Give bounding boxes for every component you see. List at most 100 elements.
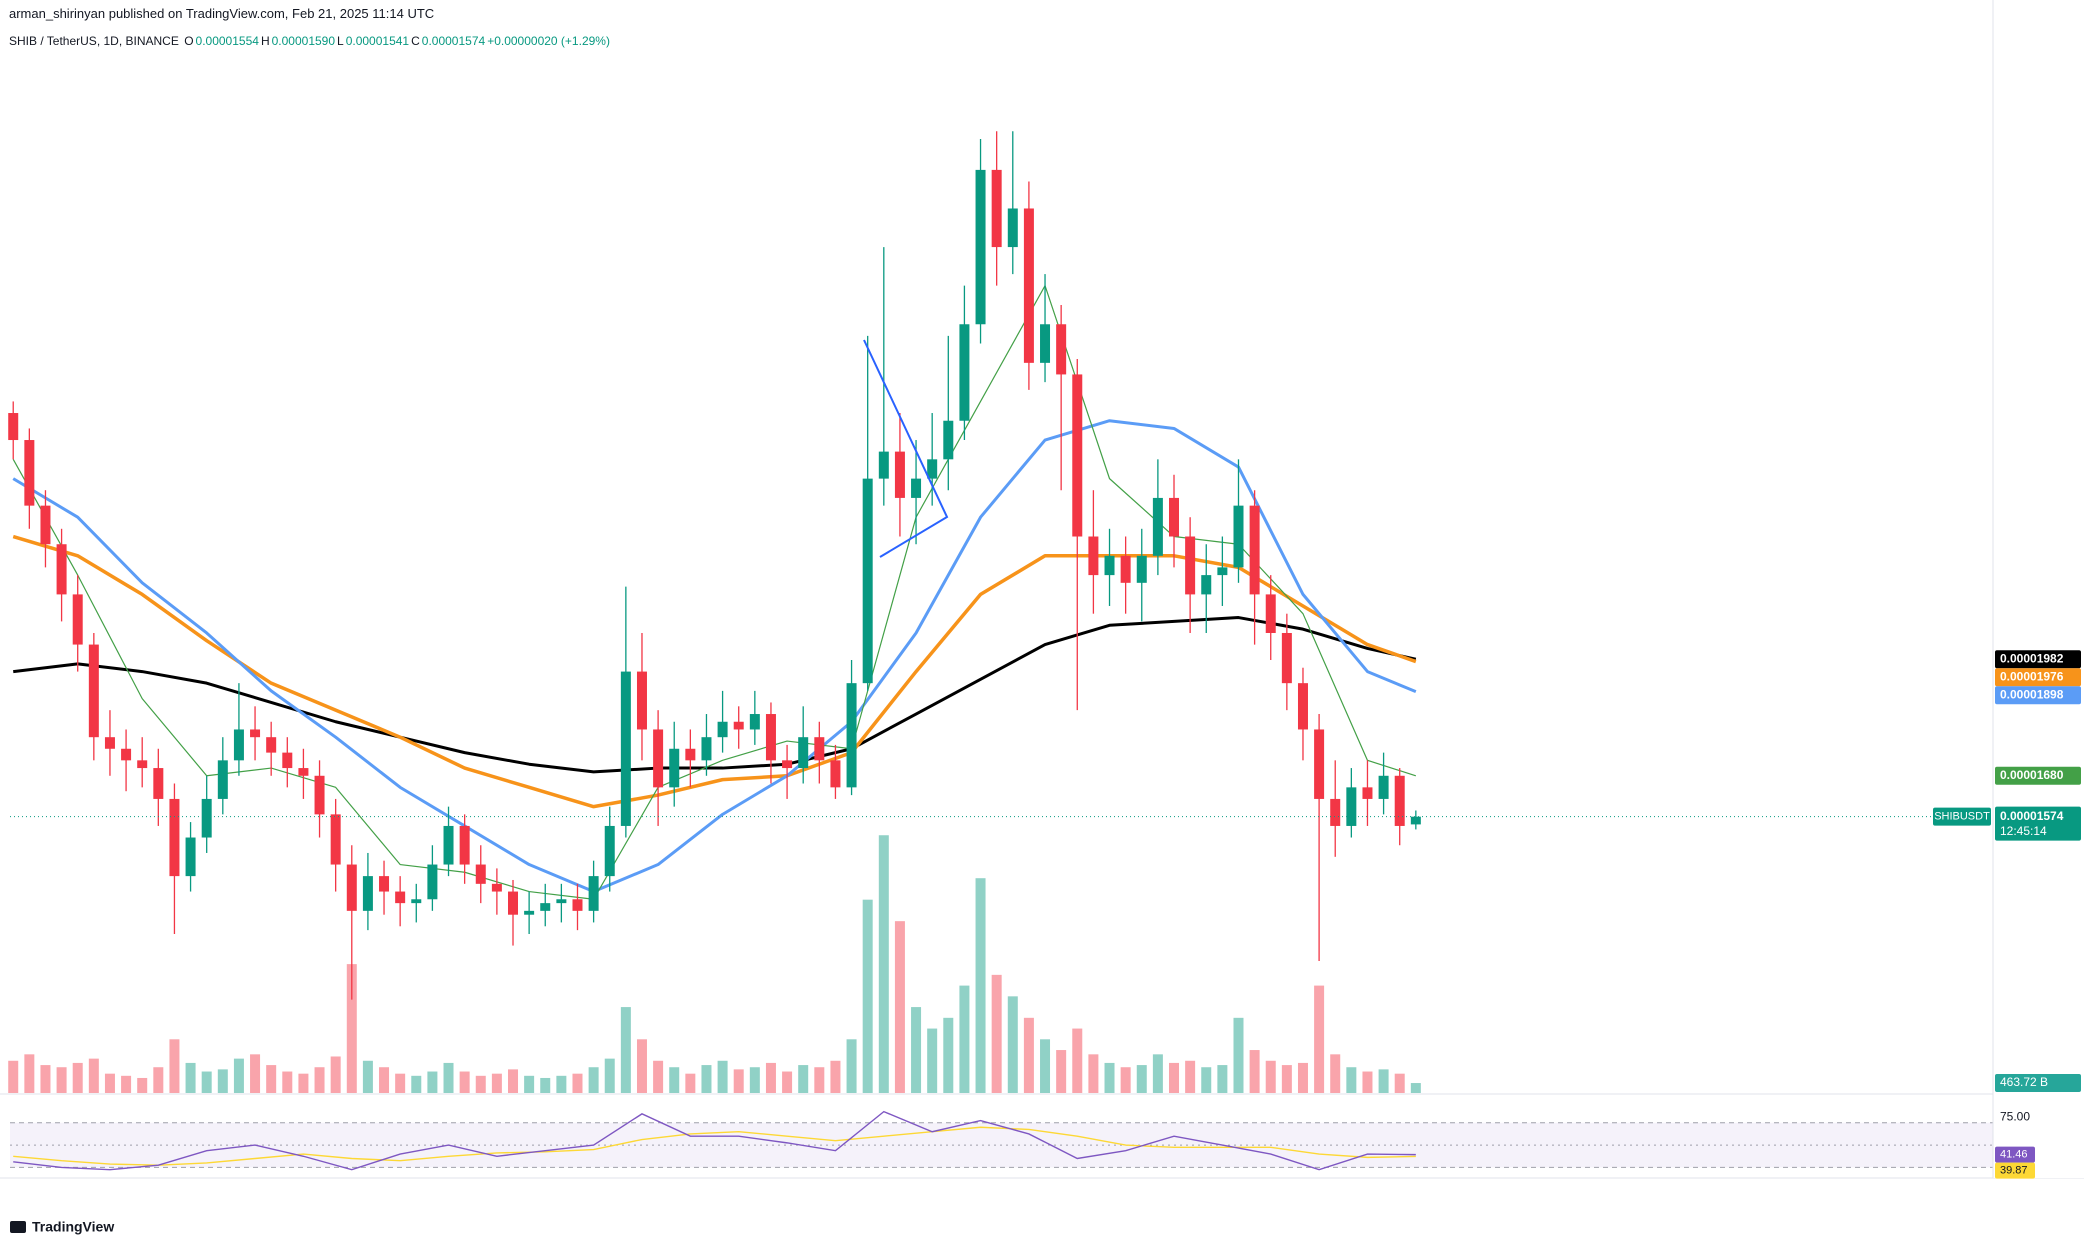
candle-body: [1185, 536, 1196, 595]
ohlc-key: O: [184, 34, 194, 48]
ohlc-key: L: [337, 34, 344, 48]
candle-body: [1023, 208, 1034, 363]
candle-body: [1346, 787, 1357, 826]
volume-bar: [862, 899, 873, 1093]
candle-body: [604, 825, 615, 877]
volume-bar: [1185, 1060, 1196, 1093]
logo-icon: [10, 1221, 26, 1233]
candle-body: [636, 671, 647, 730]
ma-value-label: 0.00001680: [2000, 768, 2064, 782]
volume-bar: [362, 1060, 373, 1093]
ma-value-box: [1995, 686, 2081, 705]
volume-bar: [1265, 1060, 1276, 1093]
candle-body: [427, 864, 438, 900]
candle-body: [556, 899, 567, 904]
volume-bar: [185, 1062, 196, 1093]
candle-body: [653, 729, 664, 788]
volume-bar: [137, 1077, 148, 1093]
rsi-line: [13, 1126, 1416, 1166]
volume-bar: [717, 1060, 728, 1093]
candle-body: [1088, 536, 1099, 576]
volume-bar: [636, 1039, 647, 1093]
ma-value-box: [1995, 650, 2081, 669]
candle-body: [669, 748, 680, 788]
ma-value-label: 0.00001982: [2000, 651, 2064, 665]
volume-bar: [427, 1071, 438, 1093]
volume-bar: [620, 1007, 631, 1093]
volume-bar: [685, 1073, 696, 1093]
volume-bar: [894, 921, 905, 1093]
volume-bar: [991, 974, 1002, 1093]
volume-bar: [459, 1071, 470, 1093]
volume-bar: [1362, 1071, 1373, 1093]
volume-bar: [1314, 985, 1325, 1093]
candle-body: [491, 883, 502, 892]
candle-body: [540, 903, 551, 911]
volume-bar: [443, 1062, 454, 1093]
candle-body: [749, 714, 760, 730]
candle-body: [411, 899, 422, 904]
candle-body: [346, 864, 357, 911]
volume-bar: [282, 1071, 293, 1093]
volume-bar: [540, 1077, 551, 1093]
candle-body: [153, 768, 164, 799]
ma-line: [12, 419, 1417, 894]
candle-body: [878, 451, 889, 479]
candle-body: [991, 169, 1002, 248]
ma-layer: [12, 285, 1417, 900]
candle-body: [975, 169, 986, 325]
volume-bar: [121, 1075, 132, 1093]
symbol-box: [1933, 807, 1991, 826]
volume-bar: [1152, 1054, 1163, 1093]
ohlc-value: 0.00001590: [271, 34, 336, 48]
volume-bar: [1249, 1050, 1260, 1093]
candle-body: [56, 544, 67, 595]
ma-line: [12, 285, 1417, 900]
candle-body: [1265, 594, 1276, 633]
volume-bar: [104, 1073, 115, 1093]
candle-body: [894, 451, 905, 498]
rsi-tick-label: 75.00: [2000, 1109, 2030, 1123]
candle-body: [443, 825, 454, 865]
candle-body: [685, 748, 696, 761]
volume-bar: [217, 1069, 228, 1093]
candle-body: [1072, 374, 1083, 537]
volume-bar: [40, 1065, 51, 1093]
candle-body: [362, 876, 373, 911]
candle-body: [395, 891, 406, 904]
candle-body: [379, 876, 390, 892]
volume-bar: [604, 1058, 615, 1093]
volume-bar: [1136, 1065, 1147, 1093]
candle-body: [508, 891, 519, 915]
candle-body: [1233, 505, 1244, 568]
volume-bar: [1346, 1067, 1357, 1093]
volume-bar: [669, 1067, 680, 1093]
volume-bar: [88, 1058, 99, 1093]
volume-bar: [830, 1060, 841, 1093]
volume-bar: [201, 1071, 212, 1093]
candle-body: [137, 760, 148, 769]
volume-bar: [72, 1062, 83, 1093]
volume-bar: [491, 1073, 502, 1093]
volume-bar: [250, 1054, 261, 1093]
volume-bar: [1394, 1073, 1405, 1093]
volume-bar: [1104, 1062, 1115, 1093]
candle-body: [701, 737, 712, 761]
volume-bar: [733, 1069, 744, 1093]
rsi-line: [13, 1110, 1416, 1171]
brand: TradingView: [32, 1219, 114, 1235]
ma-line: [13, 616, 1417, 774]
candle-body: [1201, 575, 1212, 595]
volume-bar: [24, 1054, 35, 1093]
symbol-label: SHIBUSDT: [1934, 811, 1990, 823]
candle-body: [1040, 324, 1051, 363]
volume-bar: [1410, 1083, 1421, 1093]
candle-body: [733, 721, 744, 730]
candle-body: [814, 737, 825, 761]
publisher: arman_shirinyan published on TradingView…: [9, 6, 435, 21]
candle-body: [765, 714, 776, 761]
candle-body: [862, 478, 873, 684]
volume-value-label: 463.72 B: [2000, 1075, 2048, 1089]
ohlc-value: 0.00001554: [195, 34, 259, 48]
